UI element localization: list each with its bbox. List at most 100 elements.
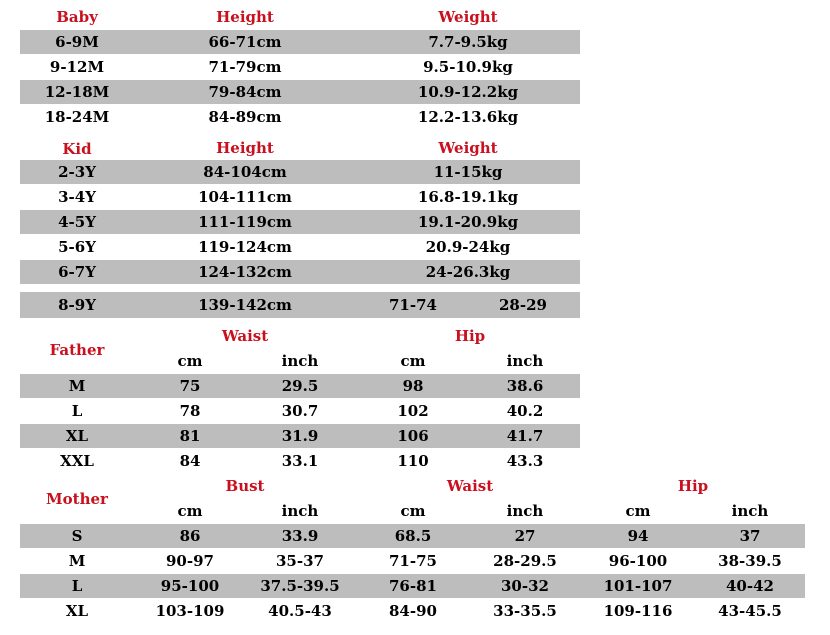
table-row-stripe [20,260,580,284]
hip-inch: 38-39.5 [718,552,782,570]
kid-weight-header: Weight [438,139,498,157]
hip-cm: 110 [397,452,429,470]
waist-cm: 76-81 [389,577,437,595]
waist-cm: 71-75 [389,552,437,570]
hip-cm: 98 [402,377,424,395]
hip-inch: 37 [739,527,761,545]
table-row-stripe [20,574,805,598]
size-label: L [71,577,83,595]
size-label: 6-9M [55,33,99,51]
size-label: M [68,552,86,570]
height-value: 84-104cm [203,163,287,181]
waist-inch: 33.1 [281,452,319,470]
waist-cm: 84-90 [389,602,437,620]
weight-value: 20.9-24kg [425,238,511,256]
kid-title: Kid [62,140,92,158]
father-title: Father [49,341,105,359]
bust-cm: 86 [179,527,201,545]
hip-inch: 40.2 [506,402,544,420]
size-label: S [71,527,83,545]
table-row-stripe [20,160,580,184]
unit-label: inch [731,502,769,520]
weight-value: 12.2-13.6kg [417,108,519,126]
extra-value: 71-74 [389,296,437,314]
father-waist-header: Waist [221,327,269,345]
unit-label: inch [506,352,544,370]
hip-cm: 102 [397,402,429,420]
hip-inch: 38.6 [506,377,544,395]
size-label: M [68,377,86,395]
bust-inch: 37.5-39.5 [260,577,340,595]
size-label: 9-12M [49,58,105,76]
mother-bust-header: Bust [225,477,265,495]
weight-value: 7.7-9.5kg [428,33,508,51]
waist-cm: 78 [179,402,201,420]
unit-label: cm [177,502,203,520]
weight-value: 11-15kg [433,163,503,181]
size-label: 4-5Y [58,213,96,231]
unit-label: inch [506,502,544,520]
height-value: 139-142cm [198,296,292,314]
waist-cm: 81 [179,427,201,445]
waist-inch: 30-32 [501,577,549,595]
unit-label: cm [400,352,426,370]
waist-inch: 27 [514,527,536,545]
waist-inch: 29.5 [281,377,319,395]
table-row-stripe [20,80,580,104]
father-hip-header: Hip [454,327,486,345]
hip-inch: 43.3 [506,452,544,470]
weight-value: 24-26.3kg [425,263,511,281]
extra-value: 28-29 [499,296,547,314]
size-label: XL [65,602,89,620]
size-label: L [71,402,83,420]
table-row-stripe [20,30,580,54]
hip-inch: 40-42 [726,577,774,595]
baby-weight-header: Weight [438,8,498,26]
unit-label: cm [177,352,203,370]
waist-inch: 28-29.5 [493,552,557,570]
height-value: 71-79cm [208,58,282,76]
table-row-stripe [20,524,805,548]
size-label: 12-18M [44,83,110,101]
height-value: 84-89cm [208,108,282,126]
hip-cm: 109-116 [603,602,673,620]
hip-cm: 101-107 [603,577,673,595]
height-value: 119-124cm [198,238,292,256]
size-label: XXL [60,452,94,470]
baby-height-header: Height [216,8,274,26]
table-row-stripe [20,424,580,448]
bust-cm: 103-109 [155,602,225,620]
bust-cm: 90-97 [166,552,214,570]
hip-cm: 94 [627,527,649,545]
size-label: 8-9Y [58,296,96,314]
height-value: 111-119cm [198,213,292,231]
height-value: 66-71cm [208,33,282,51]
weight-value: 9.5-10.9kg [423,58,513,76]
size-label: 6-7Y [58,263,96,281]
unit-label: inch [281,502,319,520]
waist-cm: 68.5 [394,527,432,545]
height-value: 79-84cm [208,83,282,101]
height-value: 124-132cm [198,263,292,281]
bust-inch: 35-37 [276,552,324,570]
bust-inch: 40.5-43 [268,602,332,620]
hip-inch: 41.7 [506,427,544,445]
baby-title: Baby [56,8,98,26]
waist-cm: 75 [179,377,201,395]
hip-cm: 106 [397,427,429,445]
table-row-stripe [20,210,580,234]
waist-cm: 84 [179,452,201,470]
size-label: 5-6Y [58,238,96,256]
bust-cm: 95-100 [160,577,220,595]
size-label: XL [65,427,89,445]
mother-waist-header: Waist [446,477,494,495]
hip-inch: 43-45.5 [718,602,782,620]
table-row-stripe [20,374,580,398]
weight-value: 10.9-12.2kg [417,83,519,101]
weight-value: 16.8-19.1kg [417,188,519,206]
size-label: 18-24M [44,108,110,126]
mother-title: Mother [46,490,108,508]
unit-label: cm [400,502,426,520]
bust-inch: 33.9 [281,527,319,545]
waist-inch: 30.7 [281,402,319,420]
